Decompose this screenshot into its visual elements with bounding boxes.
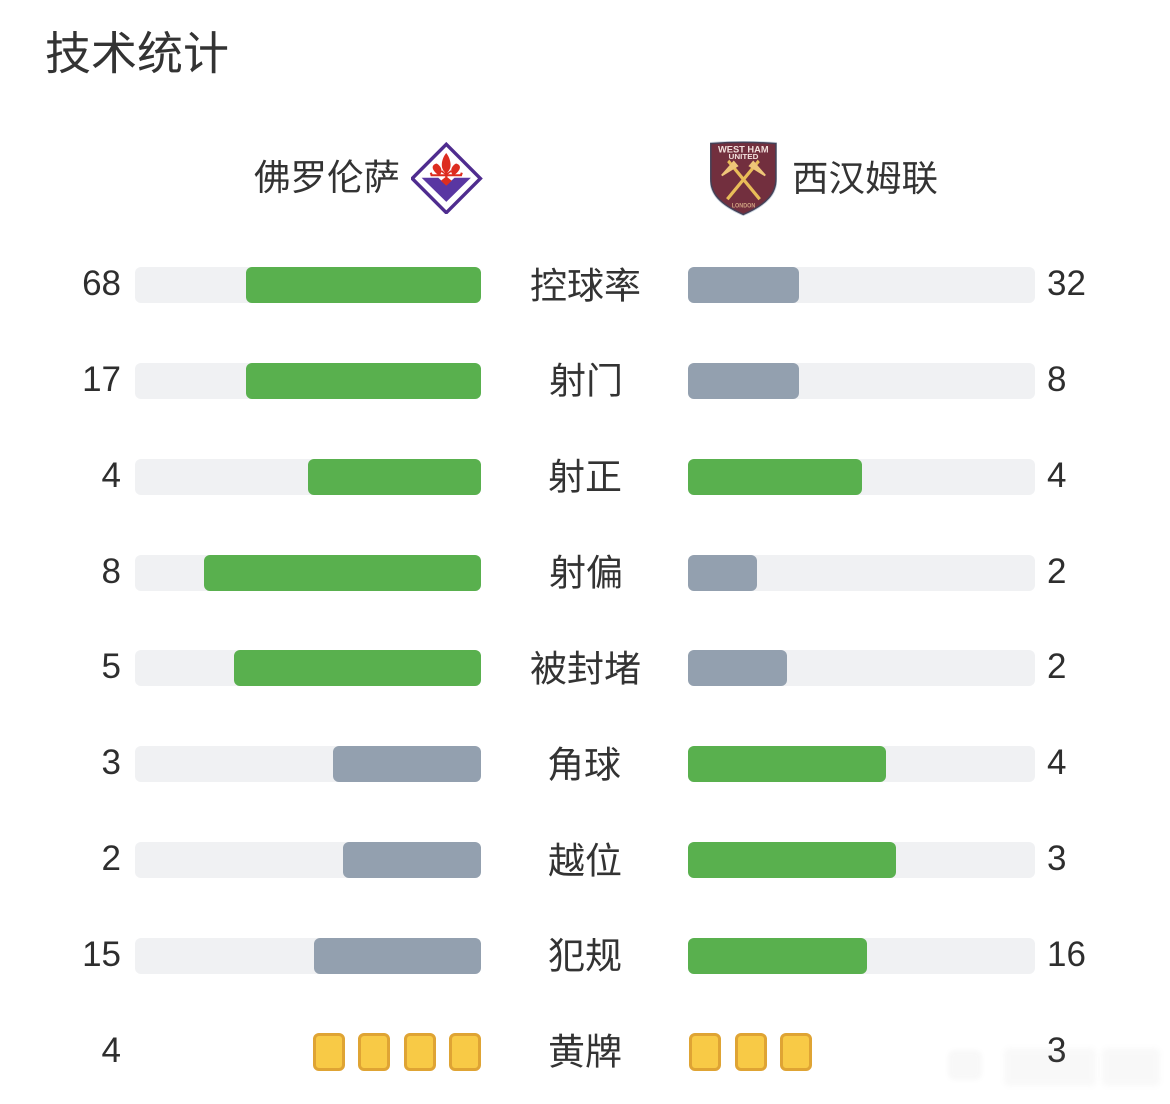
svg-text:UNITED: UNITED: [729, 152, 759, 161]
svg-text:LONDON: LONDON: [732, 202, 756, 209]
svg-text:WEST HAM: WEST HAM: [718, 144, 769, 155]
